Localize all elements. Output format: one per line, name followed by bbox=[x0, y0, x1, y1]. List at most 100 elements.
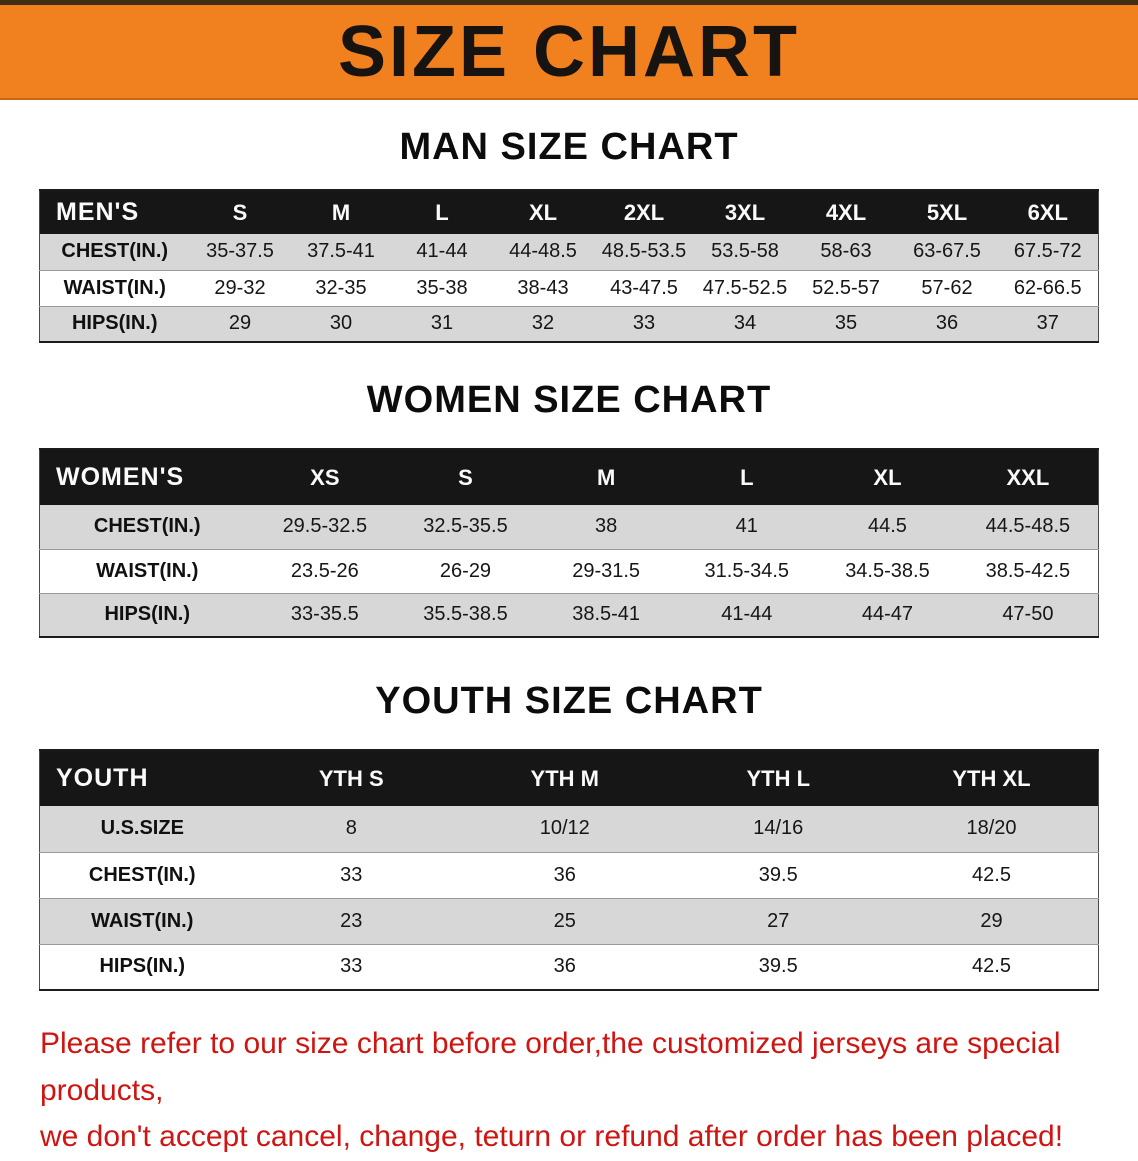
size-value-cell: 34.5-38.5 bbox=[845, 559, 930, 582]
size-column-header: YTH L bbox=[746, 765, 811, 791]
row-label-cell: WAIST(IN.) bbox=[91, 909, 194, 932]
banner: SIZE CHART bbox=[0, 0, 1138, 100]
size-value-cell: 52.5-57 bbox=[812, 276, 880, 299]
size-value-cell: 29-32 bbox=[214, 276, 266, 299]
table-title-cell: WOMEN'S bbox=[56, 463, 185, 491]
disclaimer: Please refer to our size chart before or… bbox=[40, 1021, 1118, 1161]
disclaimer-line-1: Please refer to our size chart before or… bbox=[40, 1027, 1061, 1107]
row-label-cell: CHEST(IN.) bbox=[61, 240, 169, 263]
size-value-cell: 31 bbox=[430, 312, 454, 335]
size-column-header: XS bbox=[310, 464, 340, 490]
youth-size-table: YOUTH YTH S YTH M YTH L YTH XL U.S.SIZE 8 10/12… bbox=[39, 749, 1099, 991]
size-column-header: L bbox=[740, 464, 754, 490]
size-value-cell: 44.5 bbox=[867, 515, 907, 538]
size-column-header: M bbox=[331, 199, 351, 225]
size-value-cell: 43-47.5 bbox=[610, 276, 678, 299]
size-value-cell: 38.5-42.5 bbox=[985, 559, 1071, 582]
size-value-cell: 62-66.5 bbox=[1013, 276, 1082, 299]
size-value-cell: 29 bbox=[228, 312, 252, 335]
page-title: SIZE CHART bbox=[338, 11, 800, 92]
row-label-cell: HIPS(IN.) bbox=[104, 603, 191, 626]
women-section-heading: WOMEN SIZE CHART bbox=[366, 379, 772, 421]
size-column-header: 3XL bbox=[724, 199, 766, 225]
size-value-cell: 35.5-38.5 bbox=[423, 603, 508, 626]
size-value-cell: 35-37.5 bbox=[206, 240, 274, 263]
size-value-cell: 38-43 bbox=[517, 276, 569, 299]
size-value-cell: 29.5-32.5 bbox=[282, 515, 368, 538]
size-value-cell: 41 bbox=[735, 515, 758, 538]
women-size-table: WOMEN'S XS S M L XL XXL CHEST(IN.) 29.5-32.5 32.5… bbox=[39, 448, 1099, 638]
table-row: CHEST(IN.) 33 36 39.5 42.5 bbox=[39, 852, 1099, 898]
size-value-cell: 33-35.5 bbox=[290, 603, 359, 626]
size-column-header: XL bbox=[873, 464, 902, 490]
size-value-cell: 32.5-35.5 bbox=[423, 515, 508, 538]
youth-size-section: YOUTH SIZE CHART YOUTH YTH S YTH M YTH L YTH… bbox=[0, 680, 1138, 991]
header-row: YOUTH YTH S YTH M YTH L YTH XL bbox=[39, 750, 1099, 806]
table-title-cell: YOUTH bbox=[56, 764, 149, 792]
size-column-header: M bbox=[596, 464, 616, 490]
size-column-header: 6XL bbox=[1027, 199, 1068, 225]
men-size-table: MEN'S S M L XL 2XL 3XL 4XL 5XL 6XL CHEST(IN.) 35-37… bbox=[39, 189, 1099, 343]
table-row: CHEST(IN.) 35-37.5 37.5-41 41-44 44-48.5 48.5… bbox=[39, 234, 1099, 270]
size-value-cell: 26-29 bbox=[439, 559, 492, 582]
table-row: CHEST(IN.) 29.5-32.5 32.5-35.5 38 41 44.5 44.5… bbox=[39, 505, 1099, 549]
size-column-header: 5XL bbox=[926, 199, 968, 225]
size-value-cell: 39.5 bbox=[758, 863, 798, 886]
table-row: HIPS(IN.) 33 36 39.5 42.5 bbox=[39, 944, 1099, 990]
youth-section-heading: YOUTH SIZE CHART bbox=[375, 680, 763, 722]
row-label-cell: U.S.SIZE bbox=[100, 817, 184, 840]
size-value-cell: 63-67.5 bbox=[913, 240, 981, 263]
size-column-header: S bbox=[232, 199, 248, 225]
row-label-cell: WAIST(IN.) bbox=[96, 559, 199, 582]
size-value-cell: 33 bbox=[340, 863, 363, 886]
size-value-cell: 37 bbox=[1036, 312, 1059, 335]
size-value-cell: 14/16 bbox=[753, 817, 804, 840]
table-row: WAIST(IN.) 23.5-26 26-29 29-31.5 31.5-34.5 34… bbox=[39, 549, 1099, 593]
table-row: WAIST(IN.) 23 25 27 29 bbox=[39, 898, 1099, 944]
row-label-cell: CHEST(IN.) bbox=[88, 863, 196, 886]
size-column-header: XXL bbox=[1006, 464, 1050, 490]
table-row: HIPS(IN.) 29 30 31 32 33 34 35 36 37 bbox=[39, 306, 1099, 342]
men-section-heading: MAN SIZE CHART bbox=[399, 126, 739, 168]
size-value-cell: 34 bbox=[733, 312, 757, 335]
size-value-cell: 35 bbox=[834, 312, 858, 335]
size-value-cell: 38.5-41 bbox=[572, 603, 641, 626]
size-value-cell: 23.5-26 bbox=[290, 559, 359, 582]
size-value-cell: 32 bbox=[531, 312, 555, 335]
size-value-cell: 36 bbox=[935, 312, 959, 335]
size-value-cell: 25 bbox=[553, 909, 576, 932]
men-size-section: MAN SIZE CHART MEN'S S M L XL 2XL 3XL 4XL 5XL 6XL… bbox=[0, 126, 1138, 343]
size-column-header: 2XL bbox=[623, 199, 665, 225]
size-value-cell: 44-47 bbox=[861, 603, 914, 626]
row-label-cell: WAIST(IN.) bbox=[63, 276, 166, 299]
size-value-cell: 41-44 bbox=[721, 603, 773, 626]
size-value-cell: 47-50 bbox=[1002, 603, 1054, 626]
size-value-cell: 36 bbox=[553, 863, 576, 886]
size-value-cell: 10/12 bbox=[539, 817, 590, 840]
women-size-section: WOMEN SIZE CHART WOMEN'S XS S M L XL XXL CHEST(… bbox=[0, 379, 1138, 638]
size-value-cell: 31.5-34.5 bbox=[704, 559, 790, 582]
size-value-cell: 48.5-53.5 bbox=[601, 240, 687, 263]
size-column-header: YTH S bbox=[318, 765, 384, 791]
table-row: U.S.SIZE 8 10/12 14/16 18/20 bbox=[39, 806, 1099, 852]
size-value-cell: 57-62 bbox=[921, 276, 973, 299]
size-value-cell: 47.5-52.5 bbox=[702, 276, 788, 299]
size-value-cell: 33 bbox=[632, 312, 656, 335]
size-value-cell: 29 bbox=[980, 909, 1003, 932]
size-value-cell: 35-38 bbox=[416, 276, 468, 299]
size-value-cell: 18/20 bbox=[966, 817, 1017, 840]
size-value-cell: 38 bbox=[595, 515, 618, 538]
size-value-cell: 42.5 bbox=[972, 863, 1011, 886]
size-column-header: XL bbox=[528, 199, 558, 225]
disclaimer-line-2: we don't accept cancel, change, teturn o… bbox=[40, 1120, 1064, 1153]
size-value-cell: 27 bbox=[767, 909, 790, 932]
size-value-cell: 44.5-48.5 bbox=[985, 515, 1071, 538]
size-value-cell: 23 bbox=[340, 909, 363, 932]
size-value-cell: 36 bbox=[553, 955, 576, 978]
size-value-cell: 67.5-72 bbox=[1013, 240, 1082, 263]
header-row: WOMEN'S XS S M L XL XXL bbox=[39, 449, 1099, 505]
size-value-cell: 58-63 bbox=[820, 240, 872, 263]
size-column-header: S bbox=[458, 464, 473, 490]
size-column-header: YTH XL bbox=[952, 765, 1031, 791]
